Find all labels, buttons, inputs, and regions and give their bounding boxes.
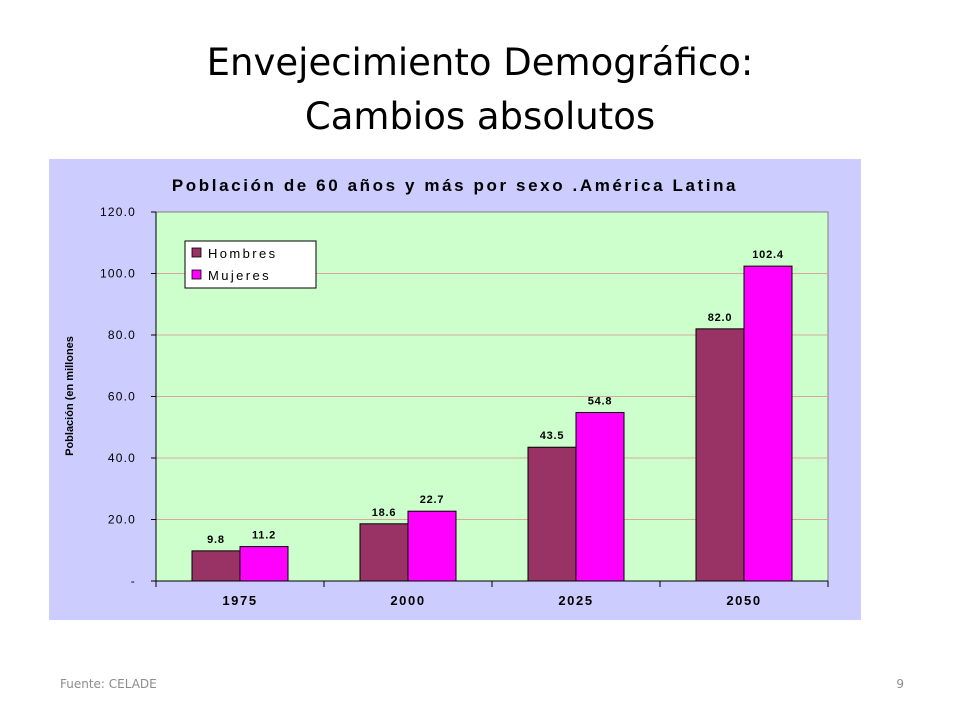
data-label: 43.5 <box>540 430 565 442</box>
data-labels: 9.8 11.2 18.6 22.7 43.5 54.8 82.0 102.4 <box>207 249 784 546</box>
legend: Hombres Mujeres <box>184 240 317 289</box>
legend-swatch-hombres <box>191 247 202 258</box>
y-tick-label: 40.0 <box>108 451 136 465</box>
data-label: 54.8 <box>588 395 613 407</box>
bar-chart: Población de 60 años y más por sexo .Amé… <box>64 176 829 608</box>
page-number: 9 <box>896 677 904 691</box>
slide-title-line1: Envejecimiento Demográfico: <box>206 41 754 84</box>
bar-mujeres-1975 <box>239 546 289 582</box>
y-tick-label: 20.0 <box>108 513 136 527</box>
y-tick-label: 120.0 <box>100 205 136 219</box>
footer-source: Fuente: CELADE <box>60 677 157 691</box>
x-axis: 1975 2000 2025 2050 <box>155 580 829 608</box>
bar-hombres-2000 <box>359 523 409 582</box>
chart-title: Población de 60 años y más por sexo .Amé… <box>172 176 738 195</box>
data-label: 102.4 <box>752 249 784 261</box>
y-tick-label: 100.0 <box>100 267 136 281</box>
legend-box <box>184 240 317 289</box>
legend-swatch-mujeres <box>191 269 202 280</box>
data-label: 18.6 <box>372 507 397 519</box>
y-axis-label: Población (en millones <box>64 336 76 456</box>
data-label: 9.8 <box>207 534 225 546</box>
bar-hombres-2025 <box>527 446 577 582</box>
bars <box>191 265 793 582</box>
y-tick-label: 80.0 <box>108 328 136 342</box>
y-tick-label: - <box>131 574 136 588</box>
bar-hombres-1975 <box>191 550 241 582</box>
x-tick-label: 2025 <box>558 593 593 608</box>
y-axis: - 20.0 40.0 60.0 80.0 100.0 120.0 <box>100 205 157 588</box>
data-label: 22.7 <box>420 494 445 506</box>
x-tick-label: 2050 <box>726 593 761 608</box>
data-label: 82.0 <box>708 312 733 324</box>
bar-hombres-2050 <box>695 328 745 582</box>
slide-title: Envejecimiento Demográfico: Cambios abso… <box>0 36 960 144</box>
x-tick-label: 2000 <box>390 593 425 608</box>
bar-mujeres-2050 <box>743 265 793 582</box>
slide-title-line2: Cambios absolutos <box>304 95 656 138</box>
bar-mujeres-2000 <box>407 510 457 582</box>
y-tick-label: 60.0 <box>108 390 136 404</box>
legend-label-hombres: Hombres <box>208 246 278 261</box>
chart-panel: Población de 60 años y más por sexo .Amé… <box>49 159 861 620</box>
legend-label-mujeres: Mujeres <box>208 268 271 283</box>
x-tick-label: 1975 <box>222 593 257 608</box>
data-label: 11.2 <box>252 530 276 542</box>
bar-mujeres-2025 <box>575 411 625 582</box>
